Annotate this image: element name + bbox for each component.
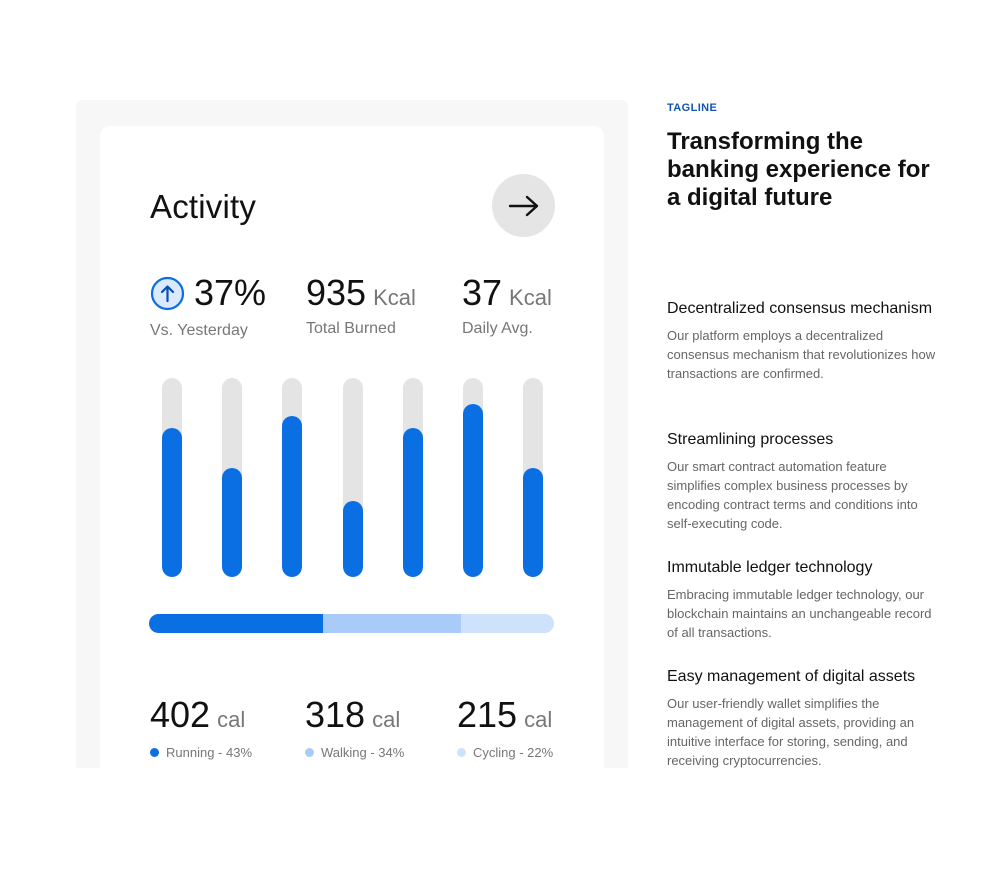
legend-dot-running xyxy=(150,748,159,757)
activity-bar xyxy=(403,428,423,577)
stat-value: 37% xyxy=(194,272,267,313)
legend-dot-walking xyxy=(305,748,314,757)
stat-label: Daily Avg. xyxy=(462,320,533,337)
open-activity-button[interactable] xyxy=(492,174,555,237)
activity-bar-chart xyxy=(100,378,604,578)
breakdown-unit: cal xyxy=(372,707,401,732)
activity-bar-track xyxy=(403,378,423,577)
arrow-up-circle-icon xyxy=(150,276,185,311)
breakdown-value: 402 xyxy=(150,694,211,735)
legend-label: Cycling - 22% xyxy=(473,745,554,760)
activity-bar xyxy=(282,416,302,577)
activity-bar xyxy=(222,468,242,577)
headline: Transforming the banking experience for … xyxy=(667,128,930,211)
breakdown-unit: cal xyxy=(217,707,246,732)
card-title: Activity xyxy=(150,188,257,225)
activity-card: Activity 37% Vs. Yesterday 935 Kcal Tota… xyxy=(100,126,604,768)
feature-title: Streamlining processes xyxy=(667,431,834,448)
stat-vs-yesterday: 37% xyxy=(194,272,266,314)
legend-label: Running - 43% xyxy=(166,745,252,760)
activity-bar xyxy=(463,404,483,577)
legend-label: Walking - 34% xyxy=(321,745,405,760)
stat-total-burned: 935 Kcal Total Burned xyxy=(306,272,416,338)
tagline: TAGLINE xyxy=(667,102,718,114)
breakdown-segment xyxy=(323,614,461,633)
calorie-breakdown-bar xyxy=(149,614,554,633)
activity-bar-track xyxy=(282,378,302,577)
activity-bar-track xyxy=(463,378,483,577)
activity-bar-track xyxy=(222,378,242,577)
feature-item: Easy management of digital assets Our us… xyxy=(667,666,937,770)
activity-bar xyxy=(162,428,182,577)
activity-bar-track xyxy=(523,378,543,577)
feature-item: Decentralized consensus mechanism Our pl… xyxy=(667,298,937,383)
activity-bar-track xyxy=(162,378,182,577)
stat-unit: Kcal xyxy=(373,285,416,310)
breakdown-value: 318 xyxy=(305,694,366,735)
feature-body: Our user-friendly wallet simplifies the … xyxy=(667,696,915,768)
arrow-right-icon xyxy=(508,195,538,216)
activity-bar xyxy=(523,468,543,577)
breakdown-value: 215 xyxy=(457,694,518,735)
legend-dot-cycling xyxy=(457,748,466,757)
feature-body: Embracing immutable ledger technology, o… xyxy=(667,587,932,640)
activity-bar-track xyxy=(343,378,363,577)
stat-daily-avg: 37 Kcal Daily Avg. xyxy=(462,272,552,338)
breakdown-segment xyxy=(149,614,324,633)
feature-item: Streamlining processes Our smart contrac… xyxy=(667,429,937,533)
feature-body: Our platform employs a decentralized con… xyxy=(667,328,936,381)
stat-unit: Kcal xyxy=(509,285,552,310)
breakdown-running: 402 cal Running - 43% xyxy=(150,694,252,760)
stat-vs-yesterday-label-wrap: Vs. Yesterday xyxy=(150,322,248,340)
breakdown-segment xyxy=(460,614,550,633)
breakdown-walking: 318 cal Walking - 34% xyxy=(305,694,404,760)
activity-bar xyxy=(343,501,363,577)
feature-title: Decentralized consensus mechanism xyxy=(667,300,933,317)
stat-value: 37 xyxy=(462,272,503,313)
feature-item: Immutable ledger technology Embracing im… xyxy=(667,557,937,642)
breakdown-cycling: 215 cal Cycling - 22% xyxy=(457,694,553,760)
stat-value: 935 xyxy=(306,272,367,313)
stat-label: Vs. Yesterday xyxy=(150,322,248,339)
breakdown-unit: cal xyxy=(524,707,553,732)
feature-title: Easy management of digital assets xyxy=(667,668,916,685)
feature-title: Immutable ledger technology xyxy=(667,559,873,576)
feature-body: Our smart contract automation feature si… xyxy=(667,459,918,531)
stat-label: Total Burned xyxy=(306,320,396,337)
